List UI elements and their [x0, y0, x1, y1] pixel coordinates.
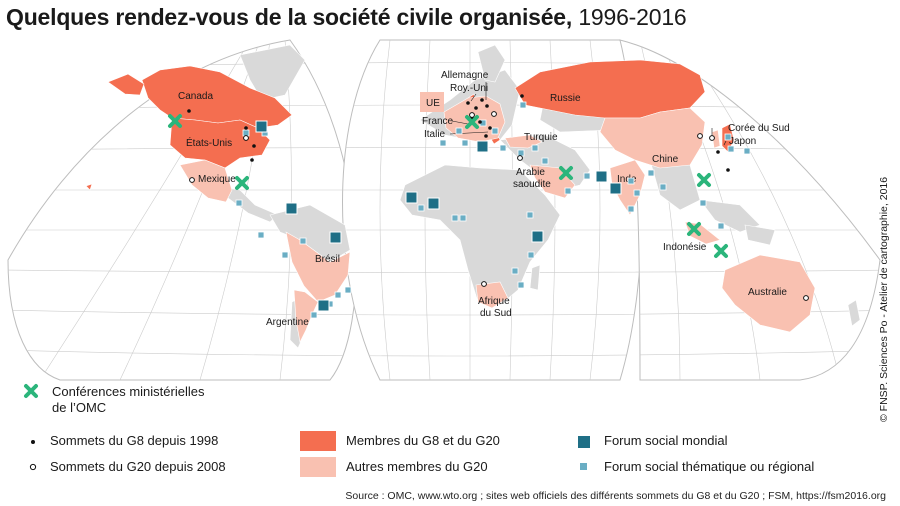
wto-seattle: [168, 114, 182, 128]
bresil-shape: [285, 231, 351, 303]
label-australie: Australie: [748, 287, 787, 298]
wto-hong-kong: [697, 173, 711, 187]
label-coree: Corée du Sud: [728, 123, 790, 134]
ue-box: [420, 92, 444, 112]
label-arabie-2: saoudite: [513, 179, 551, 190]
country-labels: Canada États-Unis Mexique Brésil Argenti…: [178, 70, 790, 328]
label-turquie: Turquie: [524, 132, 558, 143]
label-afrique-2: du Sud: [480, 308, 512, 319]
legend-wto-icon: [24, 384, 38, 398]
coree-shape: [711, 129, 721, 149]
label-france: France: [422, 116, 454, 127]
world-social-forums: [255, 120, 622, 312]
label-italie: Italie: [424, 129, 446, 140]
legend-g20-icon: [29, 463, 37, 471]
legend-g8-icon: [31, 440, 35, 444]
source-note: Source : OMC, www.wto.org ; sites web of…: [345, 490, 886, 502]
g20-summits: [189, 111, 809, 301]
title-period: 1996-2016: [578, 4, 687, 30]
label-ue: UE: [426, 98, 440, 109]
scandinavia: [477, 44, 506, 83]
g8-summits: [187, 94, 730, 172]
legend-members-g8-g20: Membres du G8 et du G20: [346, 433, 500, 448]
label-inde: Inde: [617, 174, 637, 185]
afrique-du-sud-shape: [475, 281, 509, 309]
label-afrique-1: Afrique: [478, 296, 510, 307]
label-allemagne: Allemagne: [441, 70, 489, 81]
chine-shape: [599, 107, 706, 169]
hawaii: [85, 183, 93, 191]
label-usa: États-Unis: [186, 136, 232, 149]
canada-shape: [141, 65, 293, 129]
copyright: © FNSP. Sciences Po - Atelier de cartogr…: [878, 176, 890, 422]
label-bresil: Brésil: [315, 254, 340, 265]
africa: [399, 164, 561, 306]
australie-shape: [721, 254, 816, 333]
map-title: Quelques rendez-vous de la société civil…: [6, 4, 687, 31]
label-indonesie: Indonésie: [663, 242, 707, 253]
label-canada: Canada: [178, 91, 213, 102]
wto-cancun: [235, 176, 249, 190]
title-main: Quelques rendez-vous de la société civil…: [6, 4, 573, 30]
wto-singapore: [687, 222, 701, 236]
wto-conferences: [168, 114, 728, 258]
label-chine: Chine: [652, 154, 679, 165]
wto-doha: [559, 166, 573, 180]
alaska-shape: [107, 73, 145, 96]
g8-g20-members: [85, 59, 735, 191]
legend-g20-swatch: [300, 457, 336, 477]
legend-forum-world: Forum social mondial: [604, 433, 728, 448]
label-japon: Japon: [729, 136, 756, 147]
legend-g8-g20-swatch: [300, 431, 336, 451]
greenland: [239, 44, 306, 101]
madagascar: [529, 264, 541, 291]
legend-g20: Sommets du G20 depuis 2008: [50, 459, 226, 474]
wto-geneva: [465, 115, 479, 129]
label-roy-uni: Roy.-Uni: [450, 83, 488, 94]
label-arabie-1: Arabie: [516, 167, 545, 178]
legend-wto-line1: Conférences ministérielles: [52, 384, 205, 399]
legend-members-g20: Autres membres du G20: [346, 459, 488, 474]
legend-forum-thematic-icon: [580, 463, 587, 470]
label-argentine: Argentine: [266, 317, 309, 328]
legend-symbols: [24, 384, 590, 477]
mexique-shape: [179, 159, 233, 203]
new-zealand: [847, 299, 861, 327]
label-mexique: Mexique: [198, 174, 236, 185]
label-russie: Russie: [550, 93, 581, 104]
legend-forum-thematic: Forum social thématique ou régional: [604, 459, 815, 474]
png: [744, 224, 776, 246]
legend-g8: Sommets du G8 depuis 1998: [50, 433, 219, 448]
south-america-north: [269, 204, 351, 263]
argentine-shape: [293, 289, 319, 343]
wto-bali: [714, 244, 728, 258]
legend-wto-line2: de l’OMC: [52, 400, 107, 415]
legend-forum-world-icon: [578, 436, 590, 448]
